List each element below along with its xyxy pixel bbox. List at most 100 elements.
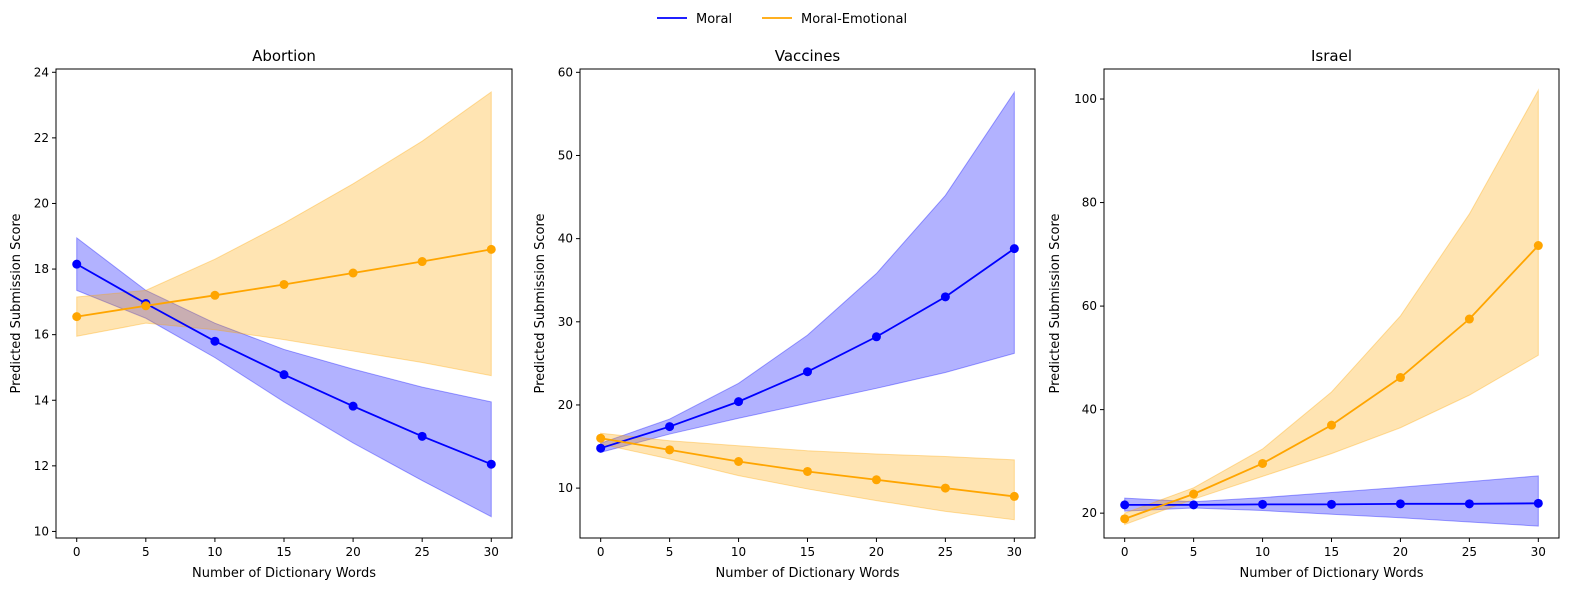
data-point-moral-emotional: [1009, 491, 1019, 501]
data-point-moral: [72, 259, 82, 269]
data-point-moral: [1533, 498, 1543, 508]
chart-panel-vaccines: Vaccines Number of Dictionary Words Pred…: [533, 47, 1036, 581]
x-tick-label: 20: [1393, 545, 1408, 559]
x-tick-label: 10: [731, 545, 746, 559]
ci-band-moral: [600, 90, 1015, 454]
y-tick-label: 20: [1082, 506, 1097, 520]
panel-title: Israel: [1311, 47, 1352, 65]
x-tick-label: 5: [142, 545, 150, 559]
data-point-moral-emotional: [1189, 489, 1199, 499]
legend: Moral Moral-Emotional: [657, 12, 907, 27]
y-tick-label: 50: [558, 148, 573, 162]
data-point-moral-emotional: [1464, 314, 1474, 324]
x-tick-label: 25: [415, 545, 430, 559]
data-point-moral: [1395, 499, 1405, 509]
data-point-moral: [417, 431, 427, 441]
data-point-moral-emotional: [871, 475, 881, 485]
data-point-moral-emotional: [348, 268, 358, 278]
x-tick-label: 0: [73, 545, 81, 559]
y-tick-label: 40: [1082, 403, 1097, 417]
panel-title: Vaccines: [775, 47, 841, 65]
data-point-moral: [1189, 500, 1199, 510]
ci-band-moral-emotional: [600, 432, 1015, 521]
panel-title: Abortion: [252, 47, 316, 65]
x-axis-label: Number of Dictionary Words: [715, 566, 899, 581]
y-tick-label: 60: [1082, 299, 1097, 313]
data-point-moral: [940, 292, 950, 302]
y-tick-label: 10: [558, 481, 573, 495]
y-axis-label: Predicted Submission Score: [533, 213, 548, 393]
x-tick-label: 15: [1324, 545, 1339, 559]
chart-panel-abortion: Abortion Number of Dictionary Words Pred…: [9, 47, 513, 581]
data-point-moral-emotional: [665, 445, 675, 455]
data-point-moral-emotional: [1533, 241, 1543, 251]
y-tick-label: 30: [558, 315, 573, 329]
y-tick-label: 16: [34, 328, 49, 342]
x-axis-label: Number of Dictionary Words: [1239, 566, 1423, 581]
legend-label-moral-emotional: Moral-Emotional: [801, 12, 907, 27]
x-tick-label: 10: [1255, 545, 1270, 559]
x-tick-label: 20: [869, 545, 884, 559]
x-tick-label: 5: [666, 545, 674, 559]
data-point-moral: [348, 401, 358, 411]
data-point-moral: [1258, 499, 1268, 509]
y-tick-label: 24: [34, 65, 49, 79]
x-tick-label: 15: [276, 545, 291, 559]
data-point-moral: [1009, 244, 1019, 254]
data-point-moral: [210, 336, 220, 346]
data-point-moral-emotional: [72, 312, 82, 322]
y-axis-label: Predicted Submission Score: [9, 213, 24, 393]
ci-band-moral-emotional: [1124, 88, 1539, 526]
y-tick-label: 22: [34, 131, 49, 145]
data-point-moral-emotional: [734, 457, 744, 466]
data-point-moral: [279, 370, 289, 380]
data-point-moral-emotional: [486, 244, 496, 254]
y-tick-label: 18: [34, 262, 49, 276]
y-tick-label: 100: [1074, 92, 1097, 106]
x-tick-label: 25: [1462, 545, 1477, 559]
data-point-moral: [1120, 500, 1130, 510]
x-axis-label: Number of Dictionary Words: [192, 566, 376, 581]
ci-band-moral-emotional: [76, 90, 492, 377]
data-point-moral: [486, 459, 496, 469]
data-point-moral: [803, 367, 812, 377]
data-point-moral: [665, 422, 675, 432]
data-point-moral: [734, 397, 744, 407]
y-tick-label: 20: [34, 196, 49, 210]
x-tick-label: 30: [484, 545, 499, 559]
x-tick-label: 10: [207, 545, 222, 559]
data-point-moral-emotional: [141, 301, 151, 311]
y-tick-label: 40: [558, 232, 573, 246]
data-point-moral-emotional: [1395, 373, 1405, 383]
y-tick-label: 80: [1082, 196, 1097, 210]
data-point-moral-emotional: [417, 257, 427, 267]
chart-panel-israel: Israel Number of Dictionary Words Predic…: [1048, 47, 1560, 581]
data-point-moral-emotional: [596, 433, 606, 443]
x-tick-label: 30: [1531, 545, 1546, 559]
x-tick-label: 25: [938, 545, 953, 559]
data-point-moral: [596, 443, 606, 453]
data-point-moral-emotional: [279, 279, 289, 289]
y-axis-label: Predicted Submission Score: [1048, 213, 1063, 393]
data-point-moral-emotional: [1327, 420, 1336, 430]
y-tick-label: 10: [34, 524, 49, 538]
data-point-moral: [1464, 499, 1474, 509]
x-tick-label: 0: [597, 545, 605, 559]
x-tick-label: 5: [1190, 545, 1198, 559]
x-tick-label: 20: [345, 545, 360, 559]
data-point-moral-emotional: [940, 483, 950, 493]
data-point-moral-emotional: [1258, 458, 1268, 468]
data-point-moral-emotional: [210, 290, 220, 300]
data-point-moral: [1327, 499, 1336, 509]
y-tick-label: 20: [558, 398, 573, 412]
x-tick-label: 15: [800, 545, 815, 559]
data-point-moral: [871, 332, 881, 342]
y-tick-label: 12: [34, 459, 49, 473]
x-tick-label: 0: [1121, 545, 1129, 559]
data-point-moral-emotional: [803, 466, 812, 476]
data-point-moral-emotional: [1120, 514, 1130, 524]
y-tick-label: 14: [34, 393, 49, 407]
y-tick-label: 60: [558, 65, 573, 79]
legend-label-moral: Moral: [696, 12, 732, 27]
